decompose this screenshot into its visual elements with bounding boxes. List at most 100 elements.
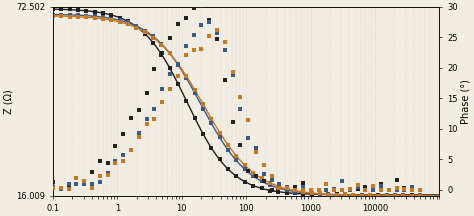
Point — [400, 194, 407, 197]
Point — [133, 25, 140, 29]
Point — [108, 18, 115, 22]
Point — [151, 67, 158, 71]
Point — [81, 182, 88, 186]
Point — [104, 173, 111, 176]
Point — [182, 44, 190, 48]
Point — [393, 188, 401, 192]
Point — [135, 108, 143, 111]
Point — [66, 13, 73, 16]
Point — [74, 8, 82, 11]
Point — [316, 193, 324, 196]
Point — [416, 194, 424, 197]
Point — [143, 122, 150, 126]
Point — [322, 188, 330, 192]
Point — [299, 181, 307, 185]
Point — [416, 188, 424, 192]
Point — [88, 186, 96, 190]
Point — [111, 159, 119, 163]
Point — [369, 188, 377, 192]
Point — [57, 14, 65, 17]
Point — [81, 180, 88, 184]
Point — [224, 143, 232, 147]
Point — [73, 182, 80, 186]
Point — [283, 187, 291, 190]
Point — [96, 180, 103, 184]
Point — [49, 180, 57, 184]
Point — [300, 190, 307, 194]
Point — [199, 107, 207, 110]
Point — [149, 41, 157, 44]
Point — [354, 183, 361, 186]
Point — [141, 32, 148, 35]
Point — [391, 193, 399, 197]
Point — [283, 186, 291, 190]
Point — [391, 193, 399, 197]
Point — [116, 18, 123, 22]
Point — [191, 88, 199, 92]
Point — [291, 192, 299, 195]
Point — [199, 103, 207, 106]
Point — [338, 188, 346, 192]
Point — [408, 193, 416, 197]
Point — [291, 191, 299, 194]
Point — [330, 188, 338, 192]
Point — [213, 37, 221, 40]
Point — [333, 193, 340, 196]
Point — [91, 10, 99, 14]
Point — [338, 179, 346, 183]
Point — [216, 131, 224, 135]
Point — [65, 183, 73, 186]
Point — [127, 148, 135, 152]
Point — [74, 13, 82, 17]
Point — [308, 192, 315, 195]
Point — [283, 191, 291, 195]
Point — [315, 188, 322, 192]
Point — [199, 132, 207, 136]
Point — [49, 186, 57, 190]
Point — [208, 122, 215, 125]
Point — [157, 43, 165, 46]
Point — [104, 171, 111, 175]
Point — [213, 32, 221, 35]
Point — [208, 117, 215, 121]
Point — [237, 95, 244, 99]
Point — [157, 53, 165, 56]
Point — [409, 188, 416, 192]
Point — [57, 187, 64, 191]
Point — [99, 17, 107, 21]
Point — [135, 135, 143, 139]
Point — [358, 194, 365, 197]
Point — [119, 132, 127, 136]
Point — [166, 67, 173, 70]
Point — [354, 187, 361, 191]
Point — [307, 188, 315, 192]
Point — [274, 190, 282, 193]
Point — [241, 167, 249, 171]
Point — [274, 186, 282, 190]
Point — [127, 148, 135, 152]
Point — [135, 131, 143, 135]
Point — [99, 16, 107, 19]
Point — [224, 148, 232, 152]
Point — [229, 71, 237, 74]
Point — [346, 187, 354, 190]
Point — [149, 36, 157, 39]
Point — [341, 193, 349, 197]
Point — [65, 184, 73, 187]
Point — [260, 164, 268, 167]
Point — [385, 188, 392, 192]
Point — [182, 99, 190, 103]
Point — [385, 188, 392, 192]
Point — [74, 15, 82, 19]
Point — [349, 193, 357, 197]
Point — [276, 186, 283, 190]
Point — [393, 178, 401, 182]
Point — [190, 6, 197, 10]
Point — [99, 11, 107, 14]
Point — [346, 188, 354, 192]
Point — [401, 188, 408, 192]
Point — [233, 154, 240, 158]
Point — [408, 194, 416, 197]
Point — [82, 16, 90, 19]
Point — [191, 92, 199, 95]
